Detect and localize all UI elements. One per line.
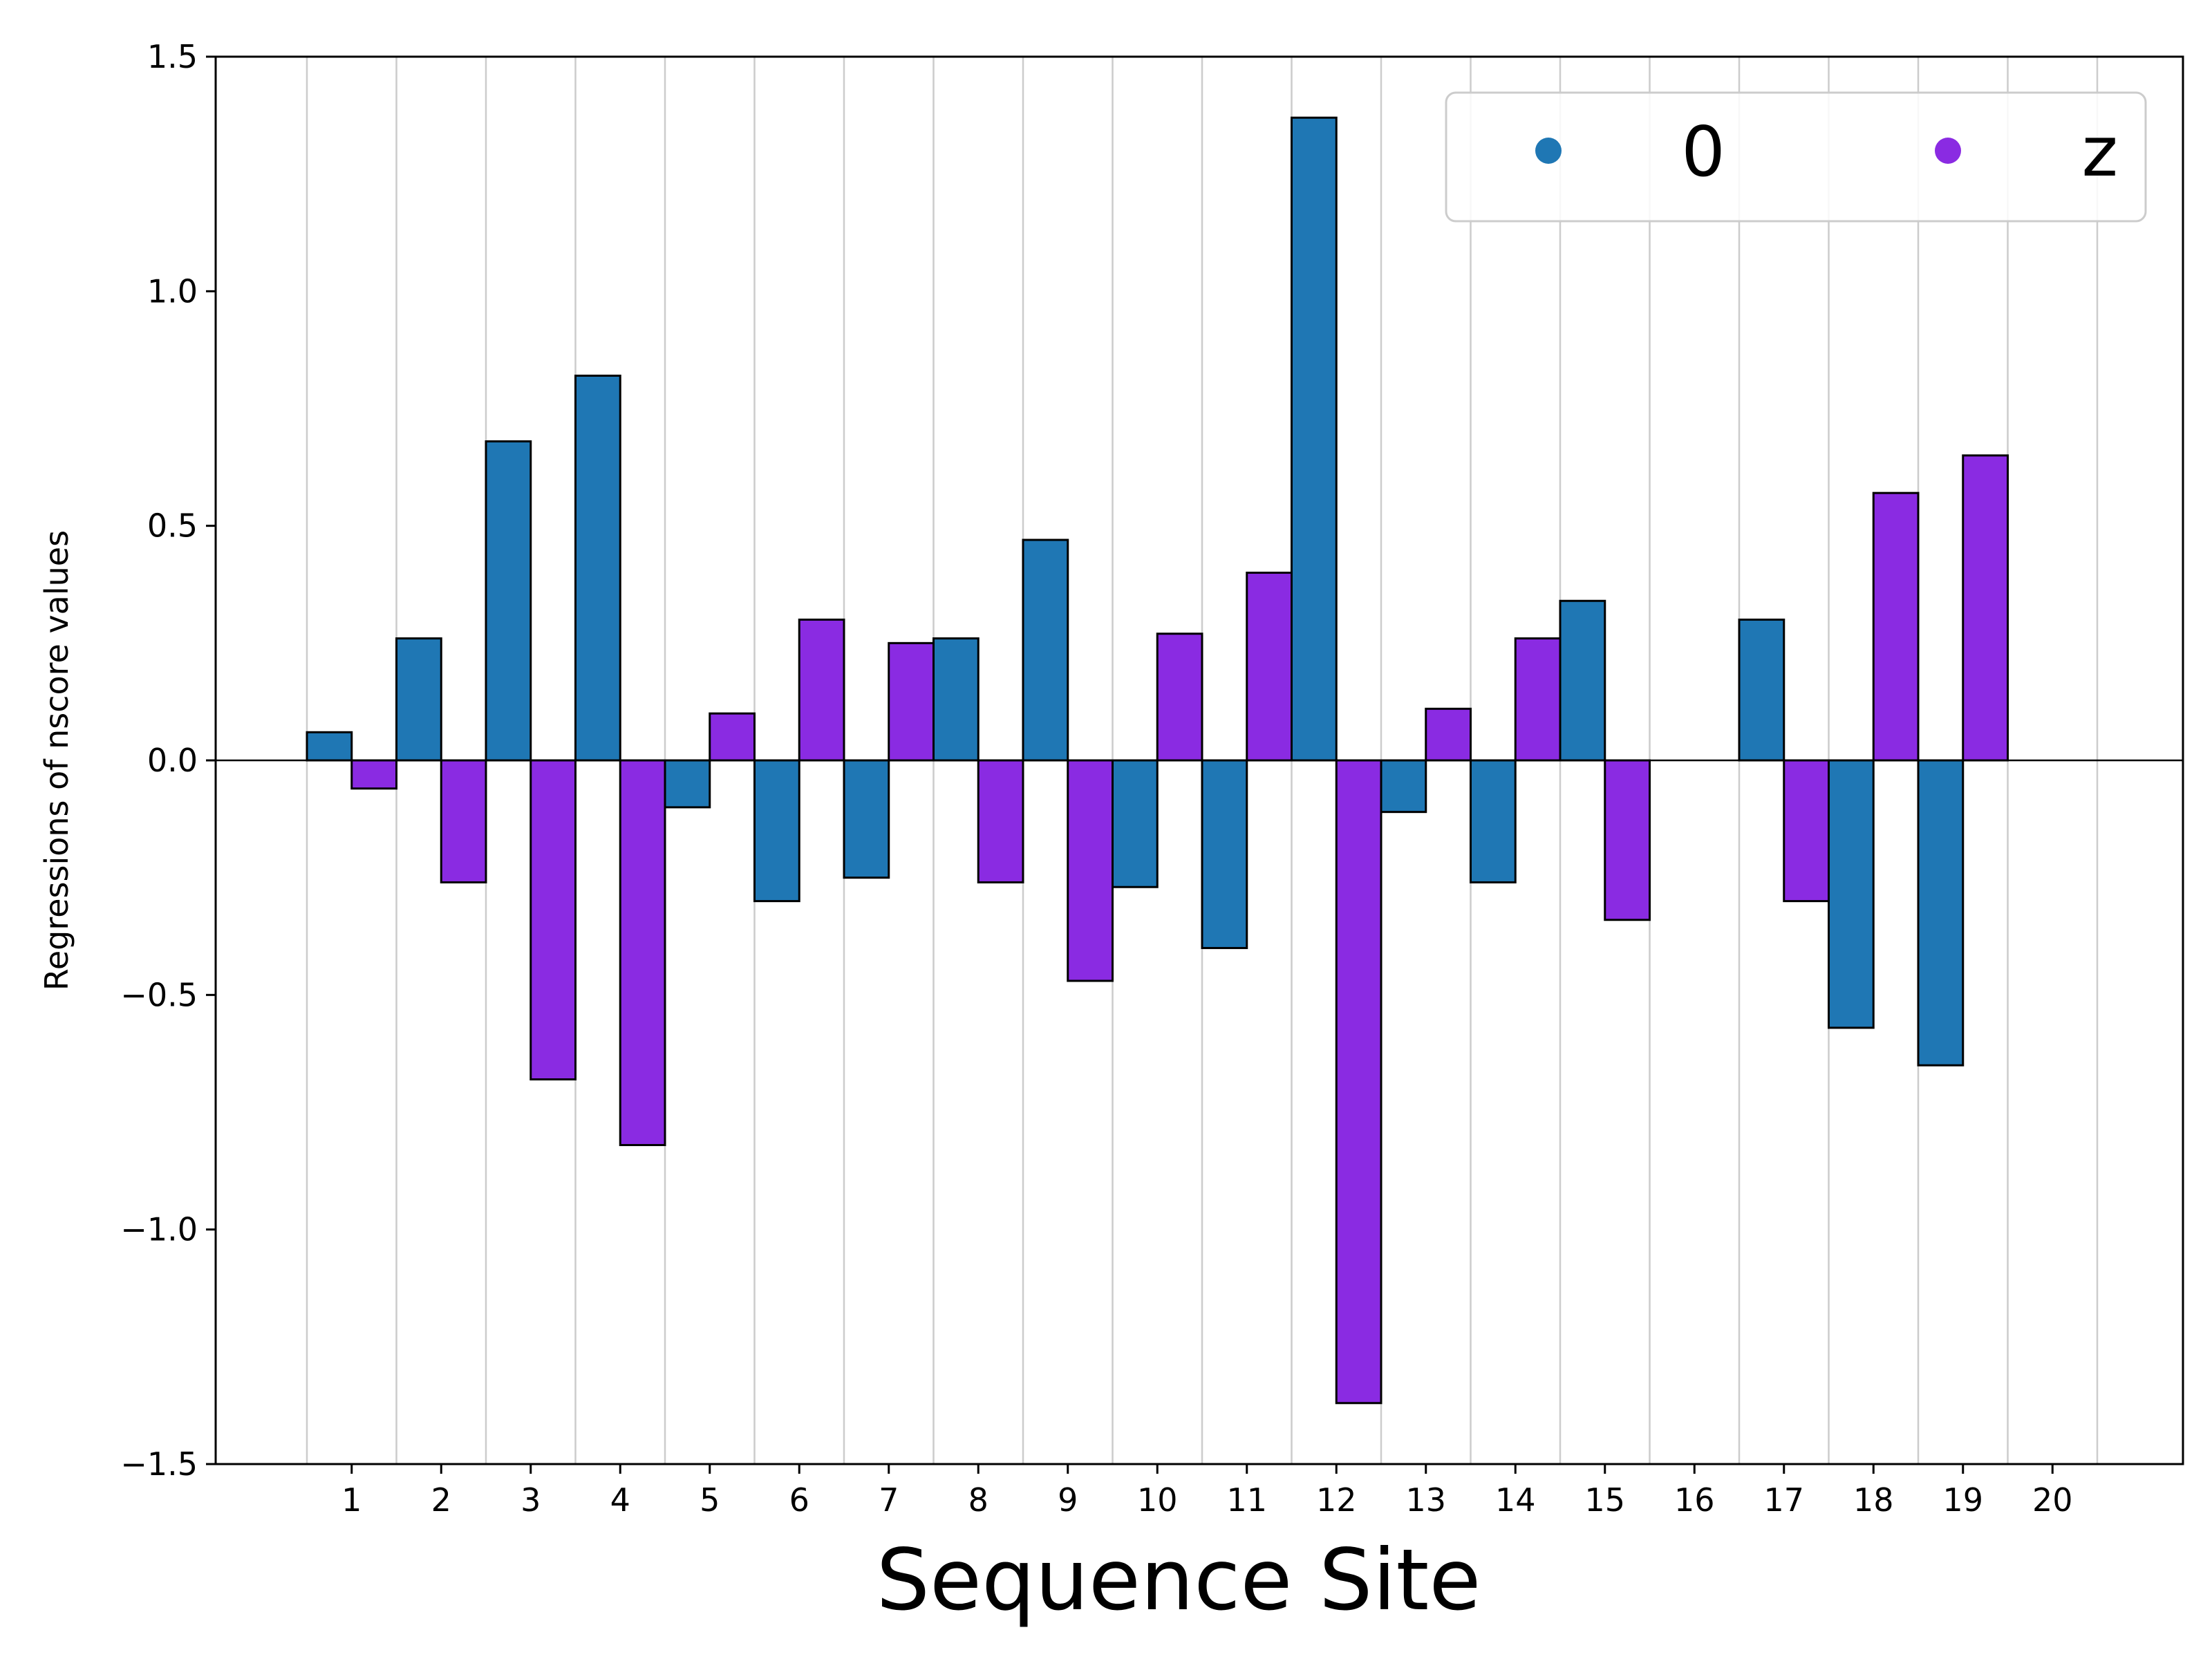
x-axis: 1 2 3 4 5 6 7 8 9 10 11 12 13 14 15 16 17 18 19 20 [341, 1464, 2073, 1519]
x-tick-label: 4 [610, 1481, 630, 1519]
bar-series-0-site-4 [574, 374, 621, 762]
bar-series-z-site-13 [1425, 707, 1472, 762]
y-tick-label: −0.5 [120, 976, 198, 1013]
bar-series-0-site-9 [1022, 538, 1069, 762]
bar-series-0-site-1 [306, 731, 353, 762]
legend-marker-z [1935, 138, 1961, 164]
bar-series-z-site-2 [440, 759, 487, 883]
bar-series-0-site-8 [932, 637, 980, 762]
bar-series-0-site-18 [1828, 759, 1875, 1029]
bar-series-z-site-18 [1872, 491, 1920, 762]
bar-series-z-site-9 [1067, 759, 1114, 982]
y-axis: −1.5 −1.0 −0.5 0.0 0.5 1.0 1.5 [120, 38, 216, 1483]
bar-series-0-site-6 [753, 759, 800, 903]
y-tick-label: 0.0 [147, 742, 198, 779]
y-axis-title: Regressions of nscore values [38, 530, 75, 991]
bar-series-0-site-15 [1559, 599, 1606, 762]
bar-series-0-site-14 [1470, 759, 1517, 883]
bar-series-z-site-14 [1514, 637, 1562, 762]
bars [306, 116, 2009, 1405]
legend-frame [1445, 91, 2147, 223]
x-tick-label: 2 [431, 1481, 451, 1519]
x-tick-label: 13 [1405, 1481, 1446, 1519]
x-tick-label: 1 [341, 1481, 362, 1519]
bar-series-0-site-19 [1917, 759, 1965, 1067]
bar-series-z-site-19 [1962, 454, 2009, 762]
bar-series-z-site-4 [619, 759, 666, 1147]
x-tick-label: 20 [2032, 1481, 2073, 1519]
x-tick-label: 10 [1137, 1481, 1178, 1519]
bar-series-0-site-2 [395, 637, 442, 762]
bar-series-0-site-17 [1738, 618, 1785, 762]
bar-series-0-site-3 [485, 440, 532, 762]
x-tick-label: 6 [789, 1481, 809, 1519]
x-tick-label: 7 [879, 1481, 899, 1519]
bar-series-z-site-3 [529, 759, 577, 1080]
x-tick-label: 8 [968, 1481, 988, 1519]
x-tick-label: 5 [700, 1481, 720, 1519]
x-tick-label: 11 [1226, 1481, 1267, 1519]
x-axis-title: Sequence Site [877, 1531, 1481, 1629]
bar-series-0-site-13 [1380, 759, 1427, 814]
bar-series-z-site-5 [709, 712, 756, 762]
x-tick-label: 3 [521, 1481, 541, 1519]
bar-series-z-site-6 [798, 618, 845, 762]
x-tick-label: 9 [1058, 1481, 1078, 1519]
bar-series-z-site-1 [350, 759, 397, 790]
y-tick-label: 0.5 [147, 507, 198, 545]
bar-series-0-site-11 [1201, 759, 1248, 949]
bar-series-0-site-7 [843, 759, 890, 879]
x-tick-label: 14 [1495, 1481, 1536, 1519]
bar-series-0-site-5 [664, 759, 711, 809]
bar-series-z-site-15 [1604, 759, 1651, 921]
bar-series-z-site-11 [1246, 572, 1293, 762]
x-tick-label: 15 [1584, 1481, 1625, 1519]
bar-series-z-site-10 [1156, 632, 1203, 762]
x-tick-label: 16 [1674, 1481, 1715, 1519]
legend-marker-0 [1535, 138, 1562, 164]
bar-series-z-site-12 [1335, 759, 1382, 1405]
x-tick-label: 17 [1763, 1481, 1804, 1519]
bar-series-z-site-7 [888, 641, 935, 762]
x-tick-label: 18 [1853, 1481, 1894, 1519]
y-tick-label: −1.5 [120, 1445, 198, 1483]
y-tick-label: 1.5 [147, 38, 198, 75]
bar-series-z-site-17 [1783, 759, 1830, 903]
legend-label-z: z [2082, 111, 2119, 192]
bar-series-0-site-12 [1291, 116, 1338, 762]
legend-label-0: 0 [1681, 111, 1725, 192]
bar-series-z-site-8 [977, 759, 1024, 883]
x-tick-label: 12 [1316, 1481, 1357, 1519]
bar-series-0-site-10 [1112, 759, 1159, 888]
x-tick-label: 19 [1942, 1481, 1983, 1519]
y-tick-label: −1.0 [120, 1211, 198, 1248]
y-tick-label: 1.0 [147, 272, 198, 310]
